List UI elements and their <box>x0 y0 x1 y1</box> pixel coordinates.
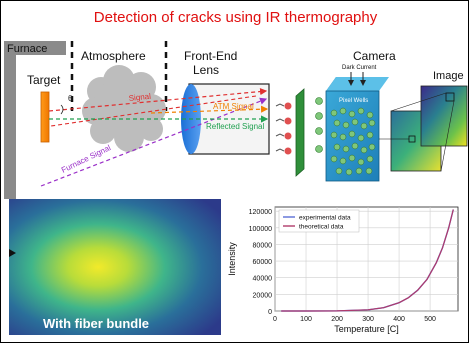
image-label: Image <box>433 70 464 82</box>
target-plate <box>40 91 50 143</box>
furnace-label: Furnace <box>7 43 47 55</box>
atmosphere-label: Atmosphere <box>81 49 146 63</box>
chart-legend: experimental data theoretical data <box>278 209 360 233</box>
y-tick-label: 60000 <box>253 259 273 266</box>
series-lines <box>281 209 454 312</box>
furnace-signal-label: Furnace Signal <box>60 143 113 175</box>
lens-label: Lens <box>193 63 219 77</box>
zoom-connector-1 <box>390 92 447 112</box>
fiber-image-field <box>9 199 221 335</box>
y-tick-label: 20000 <box>253 292 273 299</box>
side-pointer <box>9 249 16 257</box>
furnace-signal-arrow <box>40 97 268 187</box>
theta-label: θ <box>68 94 73 103</box>
legend-box <box>278 209 360 233</box>
photon-particles <box>275 102 292 155</box>
x-tick-label: 500 <box>424 316 436 323</box>
sensor-filter <box>295 88 305 177</box>
front-end-label: Front-End <box>184 49 237 63</box>
signal-arrow <box>48 87 268 112</box>
x-tick-label: 200 <box>331 316 343 323</box>
sensor-electrons <box>330 107 376 176</box>
reflected-signal-label: Reflected Signal <box>206 122 264 131</box>
zoom-connector-2 <box>440 100 455 172</box>
pixel-wells-label: Pixel Wells <box>339 98 368 104</box>
slide-title: Detection of cracks using IR thermograph… <box>93 9 378 26</box>
sensor-top <box>326 77 389 91</box>
theta-arc <box>60 104 64 115</box>
signal-label: Signal <box>128 92 151 103</box>
image-zoom-box <box>445 92 455 102</box>
fiber-bundle-caption: With fiber bundle <box>43 316 150 331</box>
x-tick-label: 400 <box>393 316 405 323</box>
x-tick-label: 0 <box>273 316 277 323</box>
atmosphere-cloud <box>82 65 166 152</box>
x-tick-labels: 0 100 200 300 400 500 <box>273 316 436 323</box>
target-label: Target <box>27 73 61 87</box>
electrons-transit <box>315 97 323 153</box>
atm-signal-arrow <box>150 105 269 114</box>
fiber-bundle-thermal-image <box>9 199 221 335</box>
y-tick-label: 0 <box>268 309 272 316</box>
x-axis-label: Temperature [C] <box>334 324 399 334</box>
y-axis-label: Intensity <box>227 242 237 276</box>
intensity-temperature-chart: 0 20000 40000 60000 80000 100000 120000 0 100 20… <box>227 206 459 334</box>
y-tick-labels: 0 20000 40000 60000 80000 100000 120000 <box>249 209 272 316</box>
dark-current-label: Dark Current <box>342 65 377 71</box>
series-line-2 <box>281 209 454 312</box>
y-tick-label: 120000 <box>249 209 272 216</box>
legend-label-2: theoretical data <box>299 224 344 231</box>
furnace-wall <box>4 41 66 199</box>
ir-thermography-diagram: Furnace Atmosphere Front-End Lens Camera… <box>4 41 468 199</box>
x-tick-label: 300 <box>362 316 374 323</box>
camera-label: Camera <box>353 49 396 63</box>
thermal-image-large <box>420 85 468 147</box>
y-tick-label: 100000 <box>249 226 272 233</box>
y-tick-label: 80000 <box>253 242 273 249</box>
x-tick-label: 100 <box>300 316 312 323</box>
legend-label-1: experimental data <box>299 215 351 222</box>
atm-signal-label: ATM Signal <box>213 102 254 111</box>
y-tick-label: 40000 <box>253 276 273 283</box>
